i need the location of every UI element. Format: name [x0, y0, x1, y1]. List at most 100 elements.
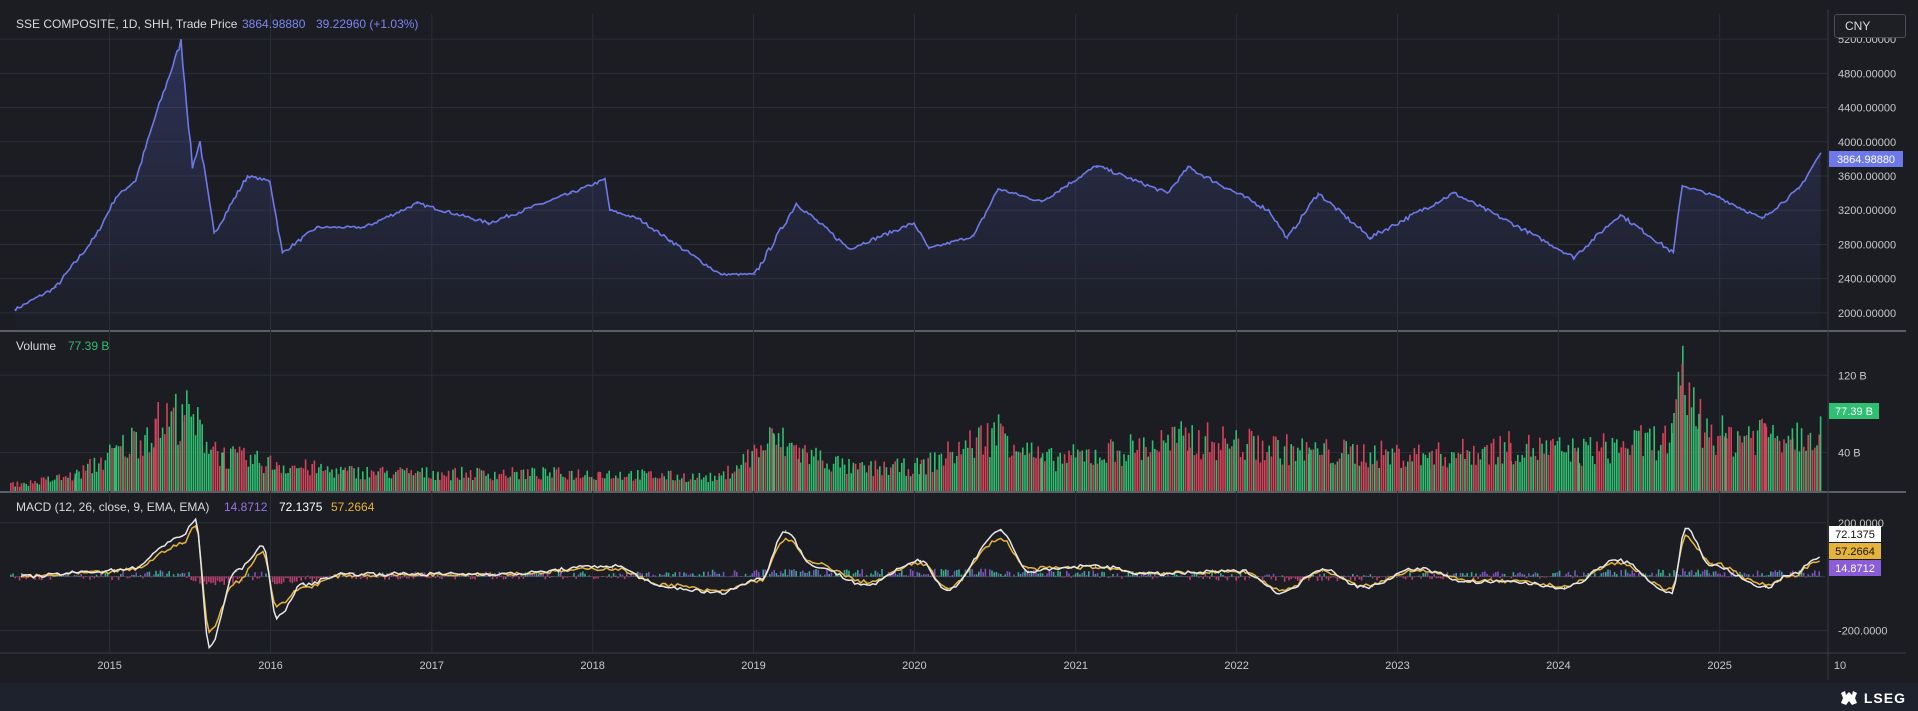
volume-bar [1052, 460, 1055, 491]
volume-bar [1633, 430, 1636, 491]
volume-bar [241, 450, 243, 491]
macd-histogram-bar [542, 573, 544, 577]
macd-histogram-bar [989, 569, 991, 577]
macd-histogram-bar [573, 572, 575, 577]
volume-bar [16, 481, 19, 491]
volume-bar [751, 451, 753, 491]
macd-histogram-bar [846, 569, 848, 577]
macd-histogram-bar [1633, 573, 1636, 577]
volume-bar-key [20, 483, 23, 491]
macd-histogram-bar [1193, 573, 1196, 577]
macd-histogram-bar [909, 569, 912, 577]
volume-bar [1140, 459, 1143, 491]
macd-histogram-bar [991, 570, 993, 577]
volume-bar [991, 428, 993, 491]
volume-bar [150, 442, 153, 491]
volume-bar-key [1000, 423, 1002, 491]
volume-bar [1673, 413, 1675, 491]
macd-histogram-bar [881, 569, 883, 577]
macd-histogram-bar [850, 575, 852, 577]
macd-histogram-bar [1222, 575, 1224, 577]
macd-histogram-bar [89, 576, 91, 580]
volume-bar [1123, 454, 1125, 491]
macd-histogram-bar [223, 576, 225, 585]
volume-bar [1605, 441, 1607, 491]
volume-bar [1136, 449, 1138, 491]
volume-bar [12, 482, 14, 491]
macd-histogram-bar [1554, 572, 1556, 577]
volume-bar [1613, 442, 1616, 491]
volume-bar [953, 463, 956, 491]
macd-histogram-bar [967, 576, 969, 577]
macd-line-point [1671, 592, 1673, 594]
volume-bar [40, 477, 43, 491]
macd-histogram-bar [1488, 575, 1490, 577]
volume-bar [621, 479, 624, 491]
volume-bar [447, 470, 450, 491]
volume-bar [1781, 452, 1783, 491]
macd-histogram-bar [859, 573, 861, 577]
macd-histogram-bar [76, 575, 78, 577]
volume-bar [1668, 442, 1671, 491]
volume-bar [1255, 459, 1257, 491]
volume-bar [1800, 428, 1803, 491]
macd-histogram-bar [168, 571, 170, 577]
volume-bar [1233, 439, 1235, 491]
macd-histogram-bar [298, 576, 300, 578]
volume-bar [1288, 465, 1290, 491]
macd-histogram-bar [1719, 573, 1721, 577]
volume-bar [1508, 431, 1510, 491]
volume-bar [54, 479, 56, 491]
price-y-tick-label: 2000.00000 [1838, 308, 1896, 320]
macd-histogram-bar [150, 576, 153, 578]
macd-histogram-bar [326, 576, 329, 577]
volume-bar [1151, 440, 1154, 491]
price-line[interactable] [14, 39, 1822, 312]
volume-bar [1519, 462, 1521, 491]
macd-histogram-bar [1484, 571, 1486, 577]
macd-histogram-bar [142, 576, 144, 579]
volume-bar [472, 480, 474, 491]
volume-bar [1739, 435, 1741, 491]
volume-bar [89, 459, 91, 491]
volume-bar [1574, 448, 1576, 491]
currency-button[interactable]: CNY [1834, 14, 1906, 38]
macd-histogram-bar [320, 576, 322, 580]
macd-histogram-bar [1352, 574, 1354, 577]
price-point [281, 252, 284, 254]
volume-bar [234, 449, 236, 491]
volume-bar [1506, 451, 1508, 491]
volume-bar [951, 451, 954, 491]
macd-histogram-bar [802, 570, 804, 577]
volume-bar [139, 440, 142, 491]
macd-histogram-bar [1655, 574, 1658, 577]
macd-histogram-bar [681, 576, 683, 577]
volume-bar [1270, 456, 1273, 491]
volume-bar [1235, 430, 1237, 491]
volume-bar [824, 468, 826, 491]
macd-histogram-bar [131, 574, 133, 577]
macd-histogram-bar [1752, 574, 1754, 577]
volume-bar-key [798, 447, 801, 491]
chart-svg[interactable]: 2015 2016 2017 2018 2019 2020 2021 2022 2023 2024… [0, 0, 1918, 683]
macd-signal-line-point [181, 543, 183, 545]
macd-histogram-bar [914, 576, 916, 577]
volume-bar [1809, 432, 1812, 491]
macd-line[interactable] [21, 517, 1820, 650]
volume-bar [1477, 453, 1479, 491]
volume-bar [1301, 438, 1303, 491]
volume-bar [705, 475, 707, 491]
volume-bar [1710, 424, 1713, 491]
volume-bar [1380, 440, 1383, 491]
macd-histogram-bar [1726, 576, 1728, 578]
macd-histogram-bar [758, 572, 760, 577]
volume-bar [857, 469, 859, 491]
volume-bar [1440, 454, 1442, 491]
macd-signal-line[interactable] [21, 525, 1820, 634]
volume-bar [885, 467, 888, 491]
macd-histogram-bar [749, 575, 751, 577]
macd-histogram-bar [436, 574, 439, 577]
volume-bar [1495, 464, 1497, 491]
volume-bar-key [772, 433, 775, 491]
macd-histogram-bar [1704, 569, 1706, 577]
